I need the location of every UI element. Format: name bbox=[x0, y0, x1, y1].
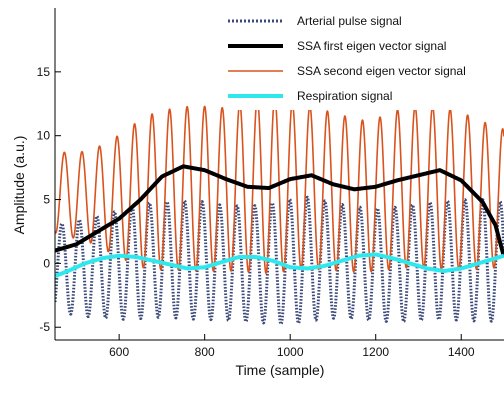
legend-label-respiration: Respiration signal bbox=[297, 89, 392, 103]
x-tick-label: 1400 bbox=[448, 345, 475, 359]
x-axis-label: Time (sample) bbox=[236, 362, 325, 378]
legend-label-arterial: Arterial pulse signal bbox=[297, 14, 402, 28]
legend-label-ssa-first: SSA first eigen vector signal bbox=[297, 39, 446, 53]
y-tick-label: 10 bbox=[37, 129, 51, 143]
y-tick-label: 0 bbox=[43, 256, 50, 270]
series-line-ssa-first-eigenvector bbox=[55, 164, 504, 258]
x-tick-label: 1200 bbox=[362, 345, 389, 359]
y-tick-label: 15 bbox=[37, 65, 51, 79]
y-tick-label: -5 bbox=[39, 320, 50, 334]
axes-layer bbox=[54, 8, 504, 341]
x-tick-label: 1000 bbox=[277, 345, 304, 359]
series-line-ssa-second-eigenvector bbox=[55, 96, 504, 275]
y-tick-label: 5 bbox=[43, 193, 50, 207]
x-tick-label: 800 bbox=[195, 345, 215, 359]
x-tick-label: 600 bbox=[109, 345, 129, 359]
series-line-arterial-pulse bbox=[55, 195, 504, 326]
legend-background bbox=[225, 10, 504, 110]
series-line-respiration bbox=[55, 252, 504, 279]
legend-label-ssa-second: SSA second eigen vector signal bbox=[297, 64, 466, 78]
y-axis-label: Amplitude (a.u.) bbox=[11, 136, 27, 235]
series-layer bbox=[55, 96, 504, 326]
legend: Arterial pulse signal SSA first eigen ve… bbox=[225, 10, 504, 110]
ticks-layer: 600 800 1000 1200 1400 -5 0 5 10 15 bbox=[37, 65, 475, 359]
